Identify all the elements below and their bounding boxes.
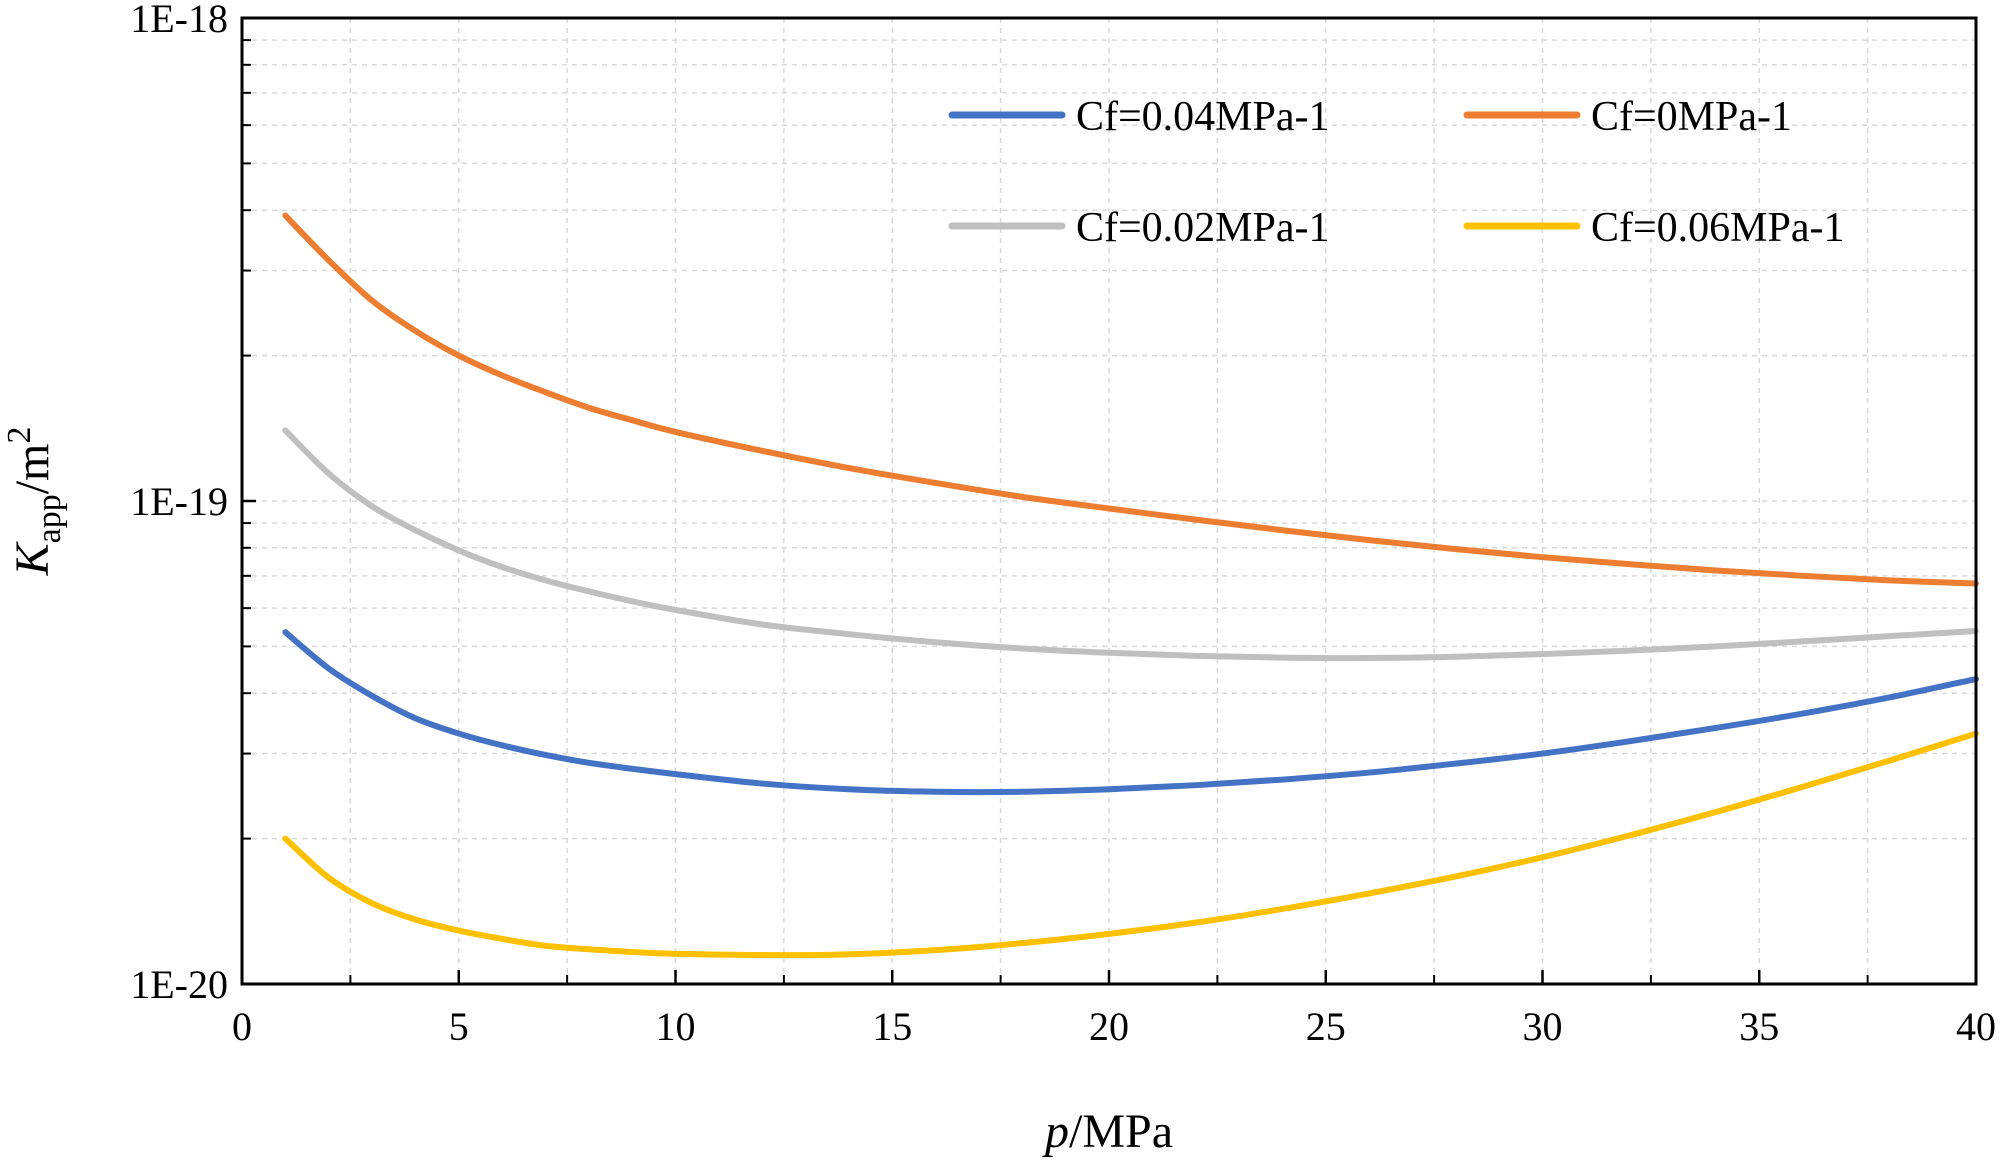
legend-label: Cf=0.06MPa-1 [1591,205,1845,251]
x-tick-label: 40 [1956,1004,1996,1049]
legend-label: Cf=0.04MPa-1 [1076,94,1330,140]
x-tick-label: 0 [232,1004,252,1049]
legend: Cf=0.04MPa-1 Cf=0MPa-1 Cf=0.02MPa-1 Cf=0.06… [948,94,1845,251]
x-tick-label: 10 [656,1004,696,1049]
series-line-cf-0-06mpa-1 [282,730,1979,959]
x-tick-label: 15 [872,1004,912,1049]
y-tick-label: 1E-20 [130,962,228,1007]
x-axis-title: p/MPa [1042,1105,1173,1158]
legend-label: Cf=0.02MPa-1 [1076,205,1330,251]
y-tick-label: 1E-18 [130,0,228,41]
series-lines [282,212,1979,959]
legend-label: Cf=0MPa-1 [1591,94,1792,140]
series-line-cf-0-02mpa-1 [282,427,1979,662]
y-axis-title: Kapp/m2 [1,427,68,577]
series-line-cf-0-04mpa-1 [282,629,1979,796]
x-tick-label: 25 [1306,1004,1346,1049]
grid [242,18,1976,984]
x-tick-label: 30 [1523,1004,1563,1049]
x-tick-label: 5 [449,1004,469,1049]
x-tick-label: 35 [1739,1004,1779,1049]
x-tick-label: 20 [1089,1004,1129,1049]
series-line-cf-0mpa-1 [282,212,1979,587]
y-tick-label: 1E-19 [130,479,228,524]
tick-labels: 1E-20 1E-19 1E-18 0 5 10 15 20 25 30 35 40 [130,0,1996,1049]
axis-ticks [240,16,1978,986]
